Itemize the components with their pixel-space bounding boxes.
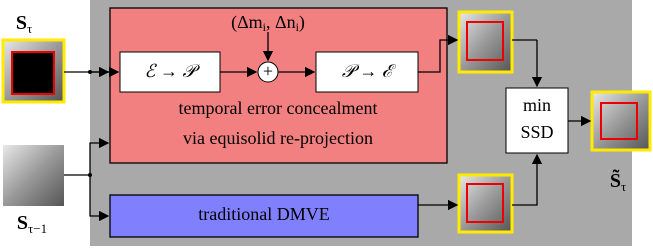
node-label: 𝒫 → ℰ xyxy=(342,61,397,81)
missing-block xyxy=(12,52,54,94)
label-previous: Sτ−1 xyxy=(17,212,47,236)
ssd-label: SSD xyxy=(520,122,553,142)
offset-label: (Δmi, Δni) xyxy=(231,12,305,34)
diagram: Sτ Sτ−1 ℰ → 𝒫 + 𝒫 → ℰ (Δmi, Δni) tempora… xyxy=(0,0,653,246)
tec-label: via equisolid re-projection xyxy=(183,128,373,148)
tec-label: temporal error concealment xyxy=(179,98,378,118)
ssd-label: min xyxy=(523,95,551,115)
label-current: Sτ xyxy=(16,12,32,36)
dmve-label: traditional DMVE xyxy=(198,204,329,224)
node-label: ℰ → 𝒫 xyxy=(145,61,201,81)
image-previous xyxy=(3,145,64,206)
node-label: + xyxy=(263,61,273,81)
